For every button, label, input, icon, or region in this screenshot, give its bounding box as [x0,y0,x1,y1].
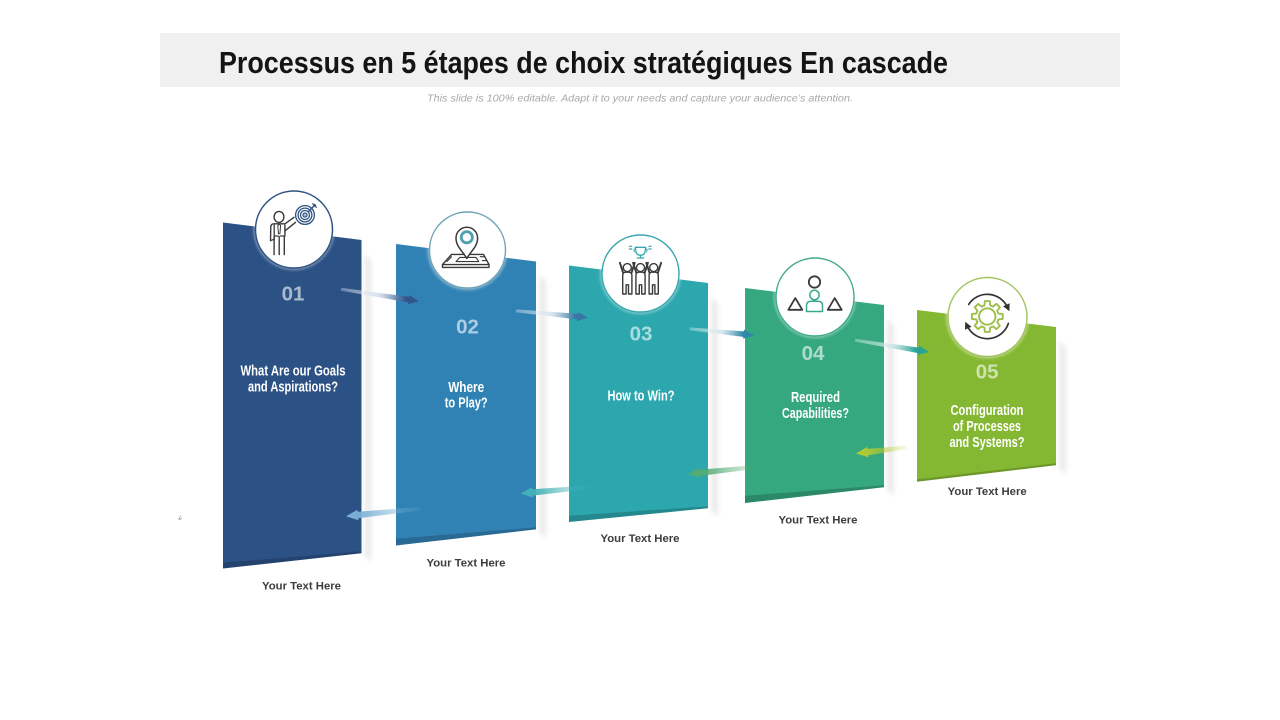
svg-text:and Aspirations?: and Aspirations? [248,379,338,396]
svg-text:Configuration: Configuration [951,402,1024,419]
svg-text:Required: Required [791,389,840,406]
svg-text:What Are our Goals: What Are our Goals [241,362,346,379]
svg-text:This slide is 100% editable. A: This slide is 100% editable. Adapt it to… [427,93,853,105]
svg-text:Capabilities?: Capabilities? [782,405,849,422]
svg-text:and Systems?: and Systems? [950,434,1025,451]
svg-text:Your Text Here: Your Text Here [262,581,341,593]
svg-text:Your Text Here: Your Text Here [948,486,1027,498]
svg-text:to Play?: to Play? [445,395,488,412]
svg-text:02: 02 [456,315,479,338]
svg-text:of Processes: of Processes [953,418,1021,435]
svg-text:Your Text Here: Your Text Here [601,533,680,545]
svg-text:Your Text Here: Your Text Here [779,514,858,526]
svg-text:Where: Where [448,379,484,396]
svg-text:Your Text Here: Your Text Here [427,557,506,569]
svg-text:04: 04 [802,342,825,365]
svg-text:05: 05 [976,360,999,383]
svg-text:Processus en 5 étapes de choix: Processus en 5 étapes de choix stratégiq… [219,45,948,80]
svg-text:How to Win?: How to Win? [608,388,675,405]
svg-text:01: 01 [282,283,305,306]
svg-text:03: 03 [630,323,653,346]
